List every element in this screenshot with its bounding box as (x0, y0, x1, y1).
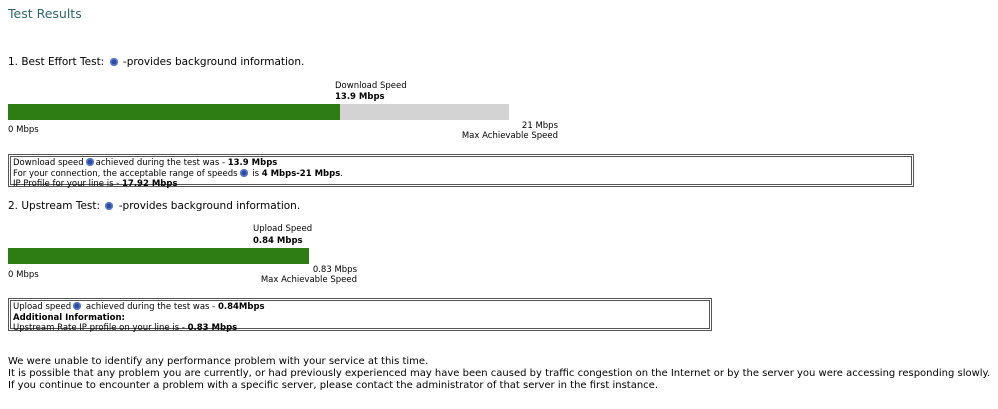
max-caption: Max Achievable Speed (461, 131, 558, 141)
detail-line: Upload speed achieved during the test wa… (13, 302, 707, 313)
speed-label: Download Speed (335, 81, 407, 91)
heading-text: 1. Best Effort Test: (8, 56, 105, 68)
max-label: 21 Mbps (521, 121, 558, 131)
help-icon[interactable] (105, 202, 114, 210)
info-text: -provides background information. (122, 56, 305, 68)
info-text: -provides background information. (118, 200, 301, 212)
text: . (340, 168, 343, 179)
strong: 13.9 Mbps (227, 158, 278, 168)
detail-line: Additional Information: (13, 313, 707, 324)
max-label: 0.83 Mbps (312, 265, 357, 275)
footer-line: We were unable to identify any performan… (8, 356, 429, 367)
detail-line: For your connection, the acceptable rang… (13, 168, 909, 180)
help-icon[interactable] (85, 158, 94, 166)
strong: 0.83 Mbps (187, 323, 238, 333)
strong: Additional Information: (13, 312, 125, 323)
text: Upstream Rate IP profile on your line is… (13, 323, 188, 333)
details-box: Download speed achieved during the test w… (8, 154, 914, 190)
min-label: 0 Mbps (8, 270, 39, 280)
speed-bar (8, 248, 309, 264)
help-icon[interactable] (73, 302, 82, 310)
text: achieved during the test was - (83, 302, 218, 312)
text: is (249, 168, 262, 179)
min-label: 0 Mbps (8, 125, 39, 135)
details-box: Upload speed achieved during the test wa… (8, 298, 712, 334)
strong: 0.84Mbps (217, 302, 265, 312)
max-caption: Max Achievable Speed (260, 275, 357, 285)
test-heading: 1. Best Effort Test: -provides backgroun… (8, 56, 304, 68)
page-title: Test Results (8, 6, 82, 21)
text: For your connection, the acceptable rang… (13, 168, 238, 179)
help-icon[interactable] (239, 168, 248, 177)
detail-line: Upstream Rate IP profile on your line is… (13, 323, 707, 334)
speed-bar (8, 104, 340, 120)
text: achieved during the test was - (95, 158, 228, 168)
detail-line: IP Profile for your line is - 17.92 Mbps (13, 179, 909, 190)
speed-value: 13.9 Mbps (335, 92, 385, 102)
heading-text: 2. Upstream Test: (8, 200, 101, 212)
speed-value: 0.84 Mbps (253, 236, 303, 246)
test-heading: 2. Upstream Test: -provides background i… (8, 200, 300, 212)
text: IP Profile for your line is - (13, 179, 122, 189)
speed-label: Upload Speed (253, 224, 313, 234)
strong: 4 Mbps-21 Mbps (261, 168, 341, 179)
help-icon[interactable] (109, 58, 118, 66)
footer-line: If you continue to encounter a problem w… (8, 380, 658, 391)
text: Download speed (13, 158, 84, 168)
text: Upload speed (13, 302, 72, 312)
strong: 17.92 Mbps (121, 179, 178, 189)
detail-line: Download speed achieved during the test w… (13, 158, 909, 169)
footer-line: It is possible that any problem you are … (8, 368, 991, 379)
